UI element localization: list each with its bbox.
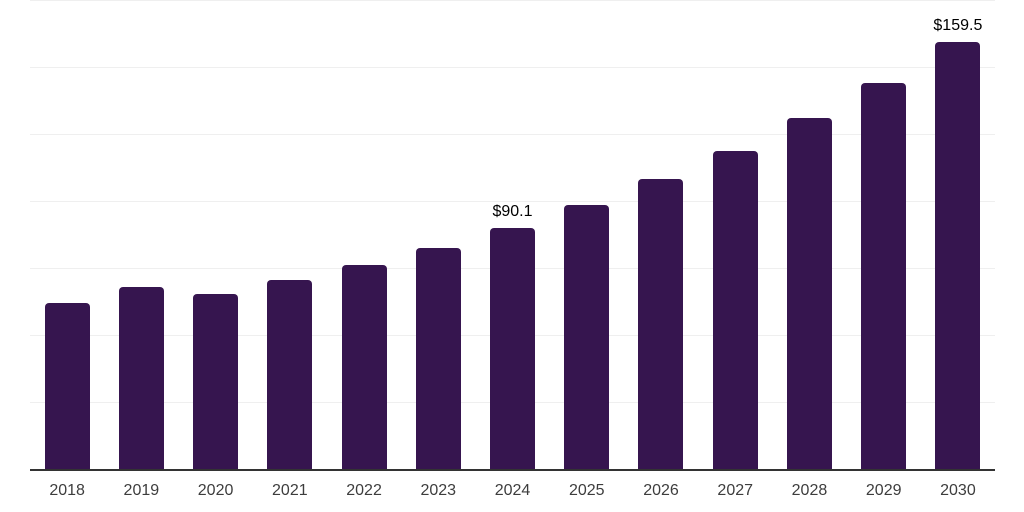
- data-label-2030: $159.5: [933, 16, 983, 34]
- bar-band-2023: [401, 0, 475, 469]
- bar-band-2021: [253, 0, 327, 469]
- bar-band-2029: [847, 0, 921, 469]
- x-tick-2030: 2030: [940, 482, 976, 499]
- x-tick-2026: 2026: [643, 482, 679, 499]
- x-tick-2021: 2021: [272, 482, 308, 499]
- bar-band-2018: [30, 0, 104, 469]
- bar-band-2022: [327, 0, 401, 469]
- bar-2019: [118, 287, 164, 469]
- gridline-100: [30, 201, 995, 202]
- bar-2028: [786, 118, 832, 469]
- bar-band-2020: [178, 0, 252, 469]
- gridline-125: [30, 134, 995, 135]
- bar-2023: [415, 247, 461, 469]
- gridline-175: [30, 0, 995, 1]
- bar-2027: [712, 151, 758, 469]
- bar-2021: [267, 279, 313, 469]
- bar-2020: [193, 293, 239, 469]
- x-tick-2024: 2024: [494, 482, 531, 499]
- bar-band-2026: [624, 0, 698, 469]
- bar-band-2025: [550, 0, 624, 469]
- bar-2026: [638, 179, 684, 469]
- gridline-150: [30, 67, 995, 68]
- x-tick-2020: 2020: [197, 482, 234, 499]
- bar-band-2030: [921, 0, 995, 469]
- plot-area: $90.1 $159.5: [30, 0, 995, 471]
- x-axis-labels: 2018 2019 2020 2021 2022 2023 2024 2025 2026 2027…: [30, 481, 995, 501]
- x-tick-2019: 2019: [123, 482, 160, 499]
- bar-band-2028: [772, 0, 846, 469]
- bar-band-2027: [698, 0, 772, 469]
- x-tick-2029: 2029: [865, 482, 902, 499]
- bar-2030: [935, 41, 981, 469]
- x-tick-2025: 2025: [568, 482, 605, 499]
- bar-band-2024: [475, 0, 549, 469]
- bar-2024: [490, 227, 536, 469]
- x-tick-2028: 2028: [791, 482, 828, 499]
- bar-2029: [861, 82, 907, 469]
- bar-2022: [341, 264, 387, 469]
- bar-2018: [44, 302, 90, 469]
- bar-2025: [564, 204, 610, 469]
- x-tick-2018: 2018: [49, 482, 85, 499]
- x-tick-2027: 2027: [717, 482, 754, 499]
- bar-series: [30, 0, 995, 469]
- x-tick-2022: 2022: [346, 482, 382, 499]
- data-label-2024: $90.1: [492, 202, 533, 220]
- bar-band-2019: [104, 0, 178, 469]
- x-tick-2023: 2023: [420, 482, 457, 499]
